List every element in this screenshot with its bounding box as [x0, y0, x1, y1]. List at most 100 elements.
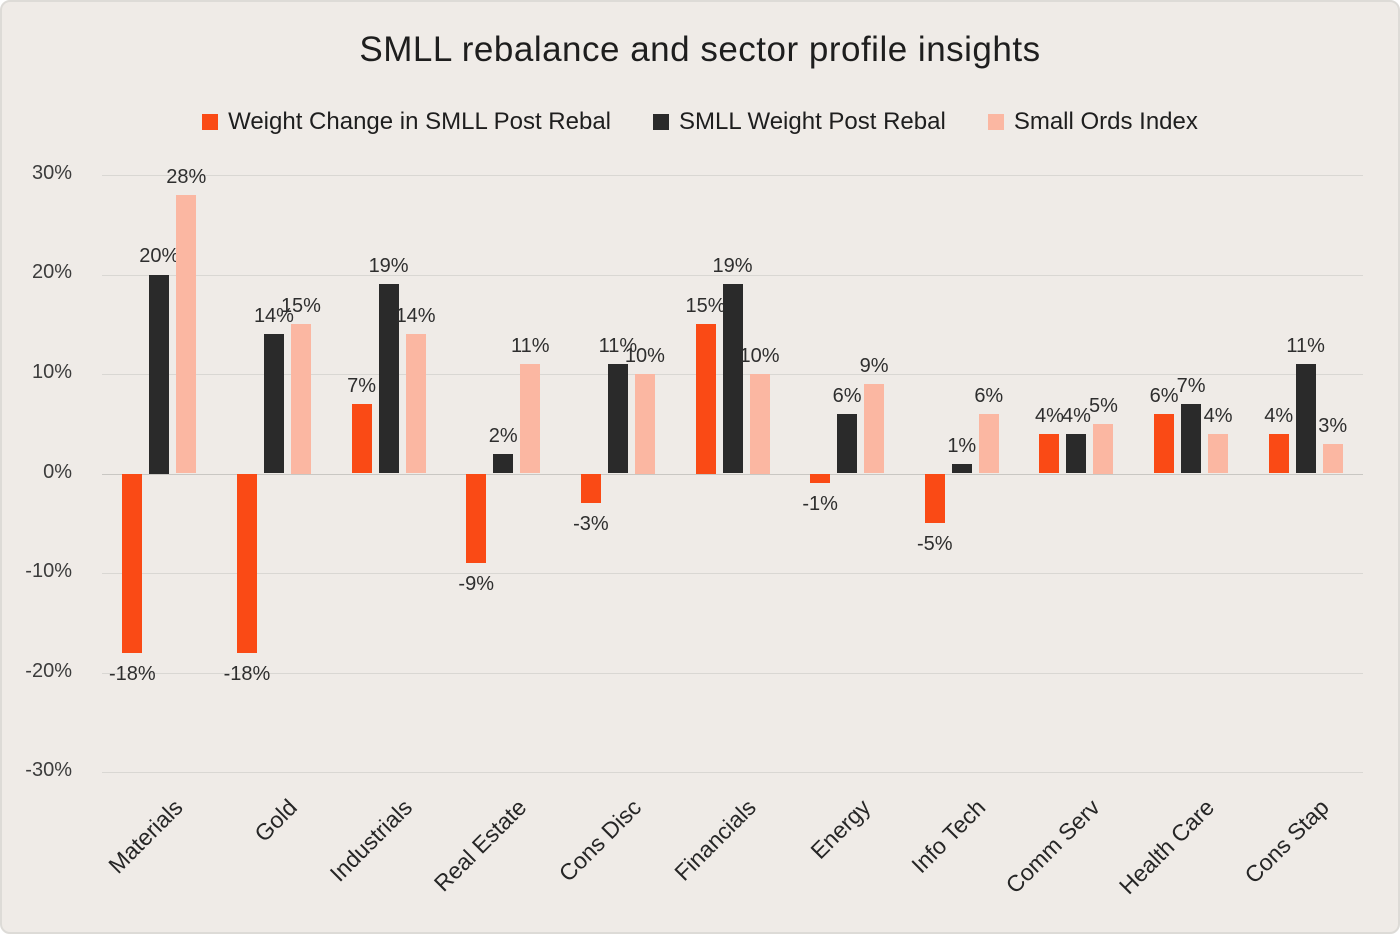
- bar-small-ords: [176, 194, 197, 474]
- data-label-weight-change: -9%: [458, 573, 494, 596]
- legend-item-small-ords: Small Ords Index: [987, 108, 1198, 136]
- data-label-smll-weight: 11%: [598, 335, 638, 358]
- bar-smll-weight: [1181, 403, 1202, 474]
- x-axis-label-text: Cons Disc: [553, 794, 647, 887]
- bar-weight-change: [695, 324, 716, 474]
- bar-small-ords: [290, 324, 311, 474]
- legend-item-smll-weight: SMLL Weight Post Rebal: [653, 108, 946, 136]
- data-label-weight-change: -18%: [108, 662, 156, 685]
- bar-weight-change: [1039, 433, 1060, 474]
- y-axis-tick-label: 20%: [31, 261, 72, 284]
- y-axis-tick-label: -10%: [25, 559, 72, 582]
- data-label-small-ords: 5%: [1088, 394, 1118, 417]
- data-label-small-ords: 15%: [280, 295, 321, 318]
- y-axis-tick-label: 10%: [31, 360, 72, 383]
- bar-weight-change: [236, 473, 257, 653]
- bar-smll-weight: [263, 334, 284, 474]
- legend-item-weight-change: Weight Change in SMLL Post Rebal: [202, 108, 611, 136]
- x-axis-label-text: Industrials: [324, 794, 417, 887]
- bar-small-ords: [405, 334, 426, 474]
- legend-label-weight-change: Weight Change in SMLL Post Rebal: [228, 108, 611, 135]
- x-axis-label-text: Materials: [103, 794, 188, 879]
- data-label-smll-weight: 20%: [139, 245, 180, 268]
- bar-smll-weight: [607, 364, 628, 474]
- legend: Weight Change in SMLL Post Rebal SMLL We…: [2, 106, 1398, 138]
- data-label-weight-change: 4%: [1034, 404, 1064, 427]
- data-label-small-ords: 9%: [859, 354, 889, 377]
- x-axis-label-text: Cons Stap: [1239, 794, 1335, 889]
- data-label-smll-weight: 19%: [368, 255, 409, 278]
- legend-swatch-small-ords: [987, 114, 1004, 130]
- x-axis-label-text: Real Estate: [429, 794, 532, 897]
- bar-smll-weight: [493, 453, 514, 474]
- data-label-weight-change: -3%: [573, 513, 609, 536]
- bar-smll-weight: [722, 284, 743, 474]
- bar-small-ords: [1093, 423, 1114, 474]
- bar-smll-weight: [1066, 433, 1087, 474]
- data-label-smll-weight: 11%: [1286, 335, 1325, 358]
- data-label-small-ords: 6%: [974, 384, 1004, 407]
- bar-small-ords: [520, 364, 541, 474]
- y-axis-tick-label: -30%: [25, 759, 72, 781]
- bar-small-ords: [864, 383, 885, 474]
- data-label-small-ords: 14%: [395, 305, 436, 328]
- legend-swatch-smll-weight: [653, 114, 669, 130]
- y-axis-tick-label: 0%: [43, 460, 72, 483]
- bar-smll-weight: [149, 274, 170, 474]
- data-label-small-ords: 11%: [510, 335, 550, 358]
- bar-small-ords: [978, 413, 999, 474]
- x-axis-label-text: Gold: [249, 794, 303, 847]
- gridline: [102, 772, 1363, 773]
- x-axis-label-text: Info Tech: [906, 794, 991, 879]
- x-axis-label-text: Comm Serv: [1000, 794, 1105, 899]
- x-axis-label-text: Health Care: [1114, 794, 1220, 900]
- data-label-smll-weight: 2%: [488, 424, 518, 447]
- data-label-weight-change: -1%: [802, 493, 838, 516]
- y-axis-tick-label: -20%: [25, 659, 72, 682]
- bar-weight-change: [924, 473, 945, 524]
- data-label-weight-change: 15%: [685, 295, 726, 318]
- bar-small-ords: [1322, 443, 1343, 474]
- data-label-small-ords: 10%: [739, 344, 780, 367]
- data-label-weight-change: 4%: [1264, 404, 1294, 427]
- data-label-weight-change: -18%: [223, 662, 271, 685]
- gridline: [102, 274, 1363, 276]
- gridline: [102, 573, 1363, 574]
- bar-small-ords: [749, 374, 770, 474]
- data-label-smll-weight: 14%: [253, 305, 294, 328]
- data-label-weight-change: 6%: [1149, 384, 1179, 407]
- bar-smll-weight: [378, 284, 399, 474]
- data-label-small-ords: 3%: [1318, 414, 1348, 437]
- bar-weight-change: [810, 473, 831, 484]
- data-label-smll-weight: 19%: [712, 255, 753, 278]
- bar-weight-change: [351, 403, 372, 474]
- y-axis-tick-label: 30%: [31, 162, 72, 184]
- data-label-smll-weight: 6%: [832, 384, 862, 407]
- legend-label-small-ords: Small Ords Index: [1013, 108, 1198, 135]
- bar-smll-weight: [1295, 364, 1316, 474]
- chart-title: SMLL rebalance and sector profile insigh…: [359, 30, 1041, 69]
- data-label-weight-change: 7%: [347, 374, 377, 397]
- plot: 30% 20% 10% 0% -10% -20% -30% -18% 20% 28% Materia…: [25, 162, 1363, 899]
- data-label-smll-weight: 4%: [1061, 404, 1091, 427]
- bar-weight-change: [1154, 413, 1175, 474]
- legend-label-smll-weight: SMLL Weight Post Rebal: [679, 108, 946, 135]
- legend-swatch-weight-change: [202, 114, 219, 130]
- bar-smll-weight: [951, 463, 972, 474]
- bar-weight-change: [466, 473, 487, 564]
- x-axis-label-text: Financials: [669, 794, 761, 886]
- plot-area: 30% 20% 10% 0% -10% -20% -30% -18% 20% 28% Materia…: [25, 162, 1363, 899]
- bar-weight-change: [580, 473, 601, 504]
- bar-weight-change: [122, 473, 143, 653]
- bar-small-ords: [634, 374, 655, 474]
- gridline: [102, 672, 1363, 674]
- bar-small-ords: [1208, 433, 1229, 474]
- data-label-smll-weight: 1%: [947, 434, 977, 457]
- data-label-small-ords: 10%: [624, 344, 665, 367]
- gridline: [102, 175, 1363, 176]
- x-axis-label-text: Energy: [805, 794, 876, 864]
- zero-gridline: [102, 473, 1363, 475]
- data-label-small-ords: 4%: [1203, 404, 1233, 427]
- bar-smll-weight: [837, 413, 858, 474]
